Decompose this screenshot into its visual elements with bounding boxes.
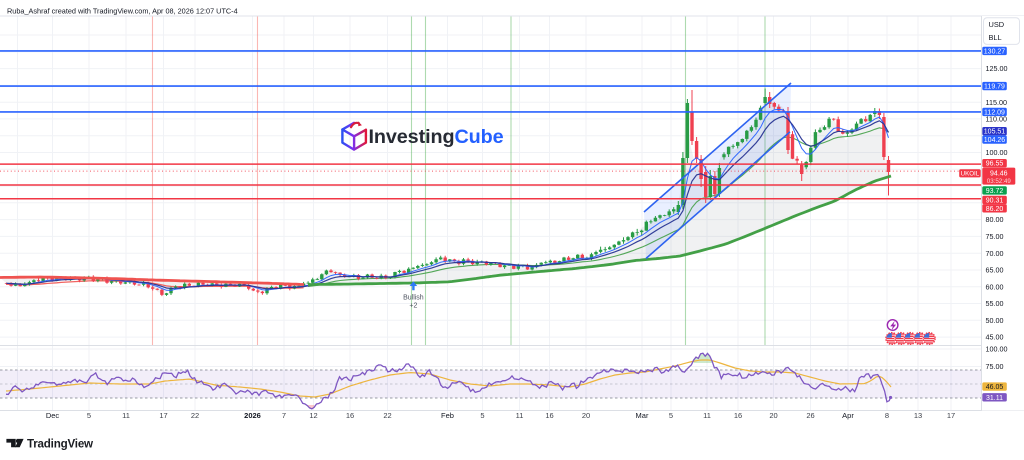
- svg-text:93.72: 93.72: [986, 188, 1004, 195]
- svg-text:13: 13: [914, 411, 922, 420]
- svg-text:100.00: 100.00: [986, 148, 1008, 157]
- svg-text:+2: +2: [409, 303, 417, 310]
- svg-text:11: 11: [122, 411, 130, 420]
- svg-text:104.26: 104.26: [984, 137, 1006, 144]
- svg-text:2026: 2026: [244, 411, 261, 420]
- svg-text:125.00: 125.00: [986, 64, 1008, 73]
- svg-text:Bullish: Bullish: [403, 295, 424, 302]
- svg-text:5: 5: [87, 411, 91, 420]
- svg-text:Mar: Mar: [636, 411, 649, 420]
- svg-text:Feb: Feb: [441, 411, 454, 420]
- svg-text:94.46: 94.46: [990, 170, 1008, 177]
- svg-text:20: 20: [582, 411, 590, 420]
- svg-text:8: 8: [885, 411, 889, 420]
- svg-text:16: 16: [545, 411, 553, 420]
- svg-text:BLL: BLL: [989, 33, 1002, 42]
- svg-text:12: 12: [309, 411, 317, 420]
- svg-text:80.00: 80.00: [986, 215, 1004, 224]
- svg-text:130.27: 130.27: [984, 48, 1006, 55]
- svg-text:5: 5: [669, 411, 673, 420]
- svg-text:16: 16: [734, 411, 742, 420]
- svg-text:90.31: 90.31: [986, 197, 1004, 204]
- svg-text:55.00: 55.00: [986, 299, 1004, 308]
- svg-text:20: 20: [769, 411, 777, 420]
- svg-text:Apr: Apr: [842, 411, 854, 420]
- svg-text:22: 22: [191, 411, 199, 420]
- svg-text:105.51: 105.51: [984, 129, 1006, 136]
- svg-text:110.00: 110.00: [986, 115, 1007, 124]
- svg-text:5: 5: [480, 411, 484, 420]
- svg-text:115.00: 115.00: [986, 98, 1007, 107]
- svg-text:45.00: 45.00: [986, 333, 1004, 342]
- svg-text:119.79: 119.79: [984, 84, 1005, 91]
- svg-text:Dec: Dec: [46, 411, 60, 420]
- svg-text:50.00: 50.00: [986, 316, 1004, 325]
- svg-text:Ruba_Ashraf created with Tradi: Ruba_Ashraf created with TradingView.com…: [7, 7, 238, 16]
- svg-text:USD: USD: [989, 20, 1005, 29]
- svg-text:100.00: 100.00: [986, 345, 1008, 354]
- svg-text:InvestingCube: InvestingCube: [369, 126, 504, 148]
- svg-text:16: 16: [346, 411, 354, 420]
- svg-text:TradingView: TradingView: [27, 437, 94, 450]
- svg-text:UKOIL: UKOIL: [961, 170, 980, 177]
- svg-text:75.00: 75.00: [986, 232, 1004, 241]
- svg-text:11: 11: [703, 411, 711, 420]
- svg-text:11: 11: [516, 411, 524, 420]
- svg-text:65.00: 65.00: [986, 266, 1004, 275]
- svg-text:17: 17: [159, 411, 167, 420]
- svg-text:22: 22: [383, 411, 391, 420]
- svg-text:70.00: 70.00: [986, 249, 1004, 258]
- svg-text:86.20: 86.20: [986, 206, 1004, 213]
- svg-text:17: 17: [947, 411, 955, 420]
- svg-text:46.05: 46.05: [986, 384, 1004, 391]
- svg-text:112.09: 112.09: [984, 109, 1005, 116]
- svg-text:60.00: 60.00: [986, 282, 1004, 291]
- svg-text:26: 26: [806, 411, 814, 420]
- svg-text:7: 7: [282, 411, 286, 420]
- svg-text:03:52:49: 03:52:49: [987, 178, 1012, 185]
- svg-text:75.00: 75.00: [986, 362, 1004, 371]
- svg-text:31.11: 31.11: [986, 395, 1003, 402]
- svg-text:96.55: 96.55: [986, 161, 1004, 168]
